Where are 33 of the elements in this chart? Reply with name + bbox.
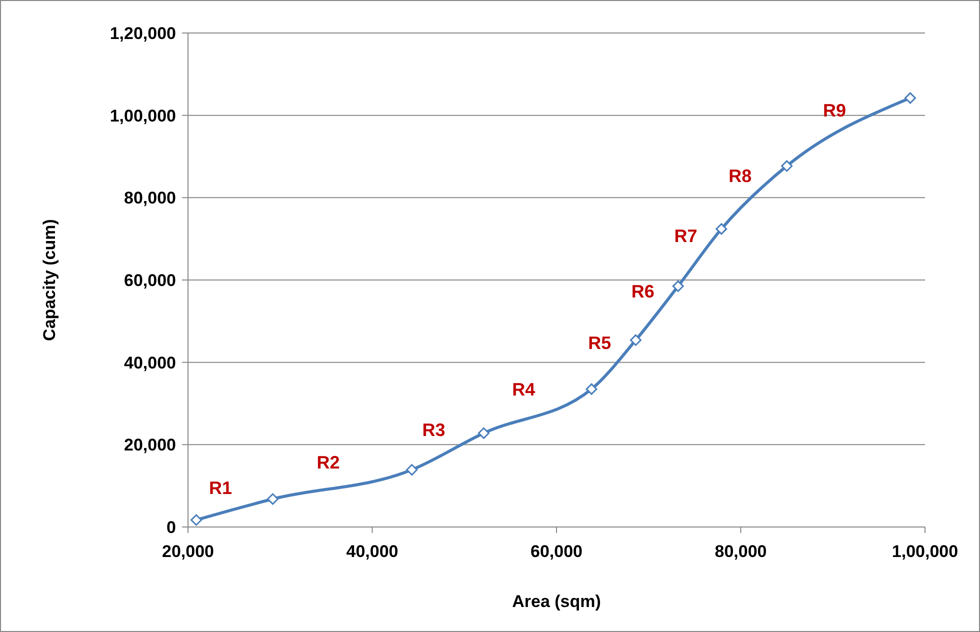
point xyxy=(630,334,642,346)
point xyxy=(190,514,202,526)
y-tick-label: 1,00,000 xyxy=(110,106,176,126)
annotation: R1 xyxy=(209,478,232,498)
annotation: R9 xyxy=(823,100,846,120)
point xyxy=(781,160,793,172)
x-tick-label: 20,000 xyxy=(162,542,214,561)
y-tick-label: 0 xyxy=(166,518,176,537)
x-axis-title: Area (sqm) xyxy=(512,592,601,611)
y-tick-label: 80,000 xyxy=(124,188,176,208)
point xyxy=(406,464,418,476)
annotation: R4 xyxy=(512,379,536,400)
y-tick-label: 1,20,000 xyxy=(110,24,176,43)
point xyxy=(716,223,728,235)
y-tick-label: 40,000 xyxy=(124,353,176,372)
annotation: R8 xyxy=(728,166,752,186)
x-tick-label: 60,000 xyxy=(530,542,582,561)
y-tick-label: 20,000 xyxy=(124,436,176,455)
x-tick-label: 1,00,000 xyxy=(892,542,958,561)
y-tick-label: 60,000 xyxy=(124,270,176,290)
x-tick-label: 40,000 xyxy=(346,542,398,561)
point xyxy=(478,427,490,439)
y-axis-title: Capacity (cum) xyxy=(40,219,59,341)
point xyxy=(672,280,684,292)
annotation: R7 xyxy=(674,226,698,246)
annotation: R6 xyxy=(631,281,654,302)
annotation: R3 xyxy=(422,420,446,440)
point xyxy=(904,92,916,104)
annotation: R5 xyxy=(588,332,612,353)
x-tick-label: 80,000 xyxy=(714,542,767,561)
point xyxy=(586,383,598,395)
annotation: R2 xyxy=(316,452,340,473)
point xyxy=(267,493,279,505)
